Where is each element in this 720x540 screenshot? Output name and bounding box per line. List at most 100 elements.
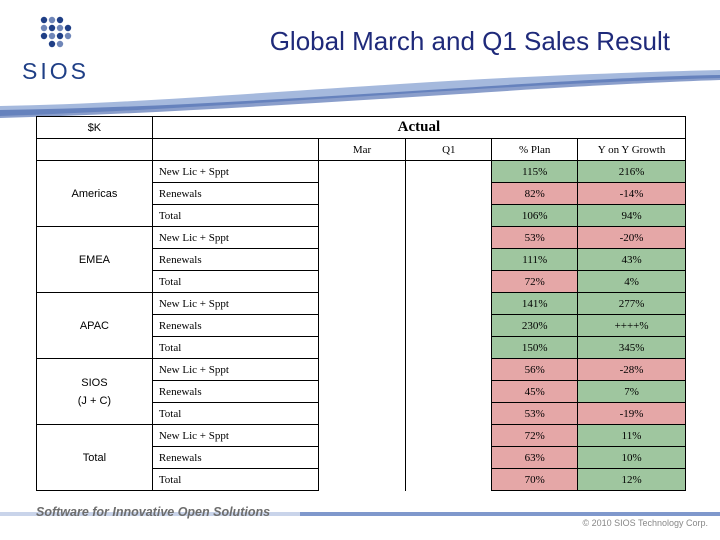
metric-label: Total bbox=[151, 204, 319, 227]
mar-value bbox=[317, 270, 407, 293]
footer-bar bbox=[0, 512, 720, 516]
yoy-value: 4% bbox=[577, 270, 686, 293]
metric-label: Renewals bbox=[151, 446, 319, 469]
mar-value bbox=[317, 468, 407, 491]
table-row: Total 150% 345% bbox=[37, 336, 686, 359]
table-row: SIOS (J + C) New Lic + Sppt 56% -28% bbox=[36, 358, 686, 425]
copyright: © 2010 SIOS Technology Corp. bbox=[582, 518, 708, 528]
q1-value bbox=[405, 226, 493, 249]
mar-value bbox=[317, 358, 407, 381]
region-name-line2: (J + C) bbox=[77, 394, 112, 407]
blank-header-cell bbox=[151, 138, 319, 161]
mar-value bbox=[317, 182, 407, 205]
sales-table: $K Actual Mar Q1 % Plan Y on Y Growth Am… bbox=[36, 116, 687, 491]
header-swoosh bbox=[0, 70, 720, 118]
table-row: Total 70% 12% bbox=[37, 468, 686, 491]
blank-header-cell bbox=[36, 138, 153, 161]
page-title: Global March and Q1 Sales Result bbox=[269, 26, 670, 56]
sios-logo: SIOS bbox=[22, 14, 92, 84]
mar-value bbox=[317, 446, 407, 469]
mar-value bbox=[317, 226, 407, 249]
plan-value: 63% bbox=[491, 446, 579, 469]
metric-label: Total bbox=[151, 468, 319, 491]
logo-dots-icon bbox=[40, 16, 72, 48]
plan-value: 115% bbox=[491, 160, 579, 183]
q1-value bbox=[405, 270, 493, 293]
metric-label: New Lic + Sppt bbox=[151, 292, 319, 315]
yoy-value: -20% bbox=[577, 226, 686, 249]
plan-value: 150% bbox=[491, 336, 579, 359]
region-name: Americas bbox=[71, 187, 118, 200]
metric-label: Renewals bbox=[151, 380, 319, 403]
footer-tagline: Software for Innovative Open Solutions bbox=[36, 505, 271, 519]
region-label: APAC bbox=[36, 292, 153, 359]
table-row: Total 72% 4% bbox=[37, 270, 686, 293]
yoy-value: 43% bbox=[577, 248, 686, 271]
mar-value bbox=[317, 160, 407, 183]
table-row: Total 106% 94% bbox=[37, 204, 686, 227]
yoy-value: 7% bbox=[577, 380, 686, 403]
yoy-value: 277% bbox=[577, 292, 686, 315]
q1-value bbox=[405, 446, 493, 469]
plan-value: 72% bbox=[491, 270, 579, 293]
plan-value: 56% bbox=[491, 358, 579, 381]
metric-label: Total bbox=[151, 270, 319, 293]
q1-value bbox=[405, 358, 493, 381]
col-header-plan: % Plan bbox=[491, 138, 579, 161]
plan-value: 230% bbox=[491, 314, 579, 337]
table-row: Renewals 45% 7% bbox=[37, 380, 686, 403]
plan-value: 53% bbox=[491, 402, 579, 425]
metric-label: Renewals bbox=[151, 248, 319, 271]
mar-value bbox=[317, 248, 407, 271]
unit-label: $K bbox=[36, 116, 153, 139]
logo-text: SIOS bbox=[22, 58, 89, 84]
table-row: Total New Lic + Sppt 72% 11% bbox=[36, 424, 686, 491]
table-body: Americas New Lic + Sppt 115% 216% Renewals 82… bbox=[36, 160, 686, 491]
q1-value bbox=[405, 380, 493, 403]
yoy-value: ++++% bbox=[577, 314, 686, 337]
q1-value bbox=[405, 336, 493, 359]
region-name: APAC bbox=[79, 319, 109, 332]
yoy-value: 11% bbox=[577, 424, 686, 447]
mar-value bbox=[317, 292, 407, 315]
region-label: SIOS (J + C) bbox=[36, 358, 153, 425]
yoy-value: -19% bbox=[577, 402, 686, 425]
metric-label: Renewals bbox=[151, 314, 319, 337]
metric-label: Renewals bbox=[151, 182, 319, 205]
metric-label: New Lic + Sppt bbox=[151, 160, 319, 183]
region-label: EMEA bbox=[36, 226, 153, 293]
plan-value: 141% bbox=[491, 292, 579, 315]
plan-value: 70% bbox=[491, 468, 579, 491]
col-header-yoy: Y on Y Growth bbox=[577, 138, 686, 161]
plan-value: 111% bbox=[491, 248, 579, 271]
q1-value bbox=[405, 182, 493, 205]
yoy-value: -14% bbox=[577, 182, 686, 205]
q1-value bbox=[405, 402, 493, 425]
region-label: Americas bbox=[36, 160, 153, 227]
plan-value: 106% bbox=[491, 204, 579, 227]
yoy-value: 94% bbox=[577, 204, 686, 227]
region-label: Total bbox=[36, 424, 153, 491]
metric-label: Total bbox=[151, 402, 319, 425]
metric-label: New Lic + Sppt bbox=[151, 424, 319, 447]
yoy-value: 345% bbox=[577, 336, 686, 359]
mar-value bbox=[317, 314, 407, 337]
metric-label: New Lic + Sppt bbox=[151, 226, 319, 249]
q1-value bbox=[405, 292, 493, 315]
table-row: Renewals 82% -14% bbox=[37, 182, 686, 205]
mar-value bbox=[317, 204, 407, 227]
table-row: EMEA New Lic + Sppt 53% -20% bbox=[36, 226, 686, 293]
mar-value bbox=[317, 424, 407, 447]
col-header-mar: Mar bbox=[317, 138, 407, 161]
region-name: EMEA bbox=[78, 253, 111, 266]
q1-value bbox=[405, 424, 493, 447]
region-name: SIOS bbox=[81, 376, 108, 389]
q1-value bbox=[405, 204, 493, 227]
table-row: Americas New Lic + Sppt 115% 216% bbox=[36, 160, 686, 227]
table-row: Renewals 63% 10% bbox=[37, 446, 686, 469]
col-header-q1: Q1 bbox=[405, 138, 493, 161]
mar-value bbox=[317, 336, 407, 359]
yoy-value: 216% bbox=[577, 160, 686, 183]
plan-value: 45% bbox=[491, 380, 579, 403]
plan-value: 82% bbox=[491, 182, 579, 205]
